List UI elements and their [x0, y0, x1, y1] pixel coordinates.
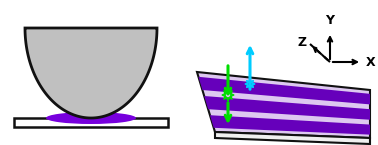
Text: Y: Y: [325, 14, 335, 27]
Ellipse shape: [46, 112, 136, 124]
Text: Z: Z: [298, 36, 307, 49]
Polygon shape: [210, 115, 370, 135]
Polygon shape: [25, 28, 157, 118]
Polygon shape: [197, 72, 370, 138]
Polygon shape: [198, 77, 370, 104]
Polygon shape: [204, 96, 370, 120]
Polygon shape: [14, 118, 168, 127]
Text: X: X: [366, 56, 376, 68]
Polygon shape: [215, 132, 370, 144]
